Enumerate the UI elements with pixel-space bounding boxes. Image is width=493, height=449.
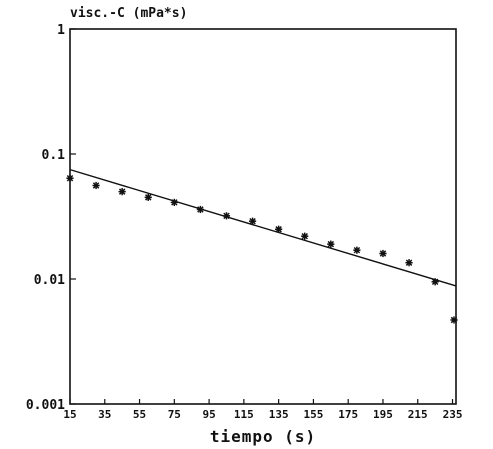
x-tick-label: 195 [373,408,393,421]
x-axis-ticks: 15 35 55 75 95 115 135 155 175 195 215 235 [63,399,462,421]
x-tick-label: 115 [234,408,254,421]
x-tick-label: 75 [168,408,181,421]
data-point [405,259,413,267]
data-point [196,205,205,214]
data-point [66,174,74,182]
fit-line [69,168,457,287]
data-point [450,316,458,324]
y-axis-label: visc.-C (mPa*s) [70,6,187,21]
y-axis-ticks: 0.001 0.01 0.1 1 [26,23,76,413]
x-tick-label: 55 [133,408,146,421]
data-point [301,232,309,240]
data-point [144,193,152,201]
x-axis-label: tiempo (s) [210,427,316,446]
x-tick-label: 175 [338,408,358,421]
fit-line-path [69,168,457,287]
data-point [379,249,387,258]
data-point [248,217,257,225]
plot-frame [69,28,457,405]
data-point [222,212,231,220]
x-tick-label: 15 [63,408,76,421]
data-point [118,188,126,196]
data-point [92,181,100,190]
x-tick-label: 35 [98,408,111,421]
y-tick-label: 0.01 [34,273,65,288]
x-tick-label: 155 [303,408,323,421]
data-point [170,198,178,207]
x-tick-label: 95 [202,408,215,421]
data-point [275,225,283,233]
data-points [66,174,458,324]
y-tick-label: 0.1 [42,148,66,163]
data-point [431,278,439,286]
data-point [353,246,361,254]
x-tick-label: 215 [408,408,428,421]
x-tick-label: 235 [443,408,463,421]
y-tick-label: 0.001 [26,398,65,413]
data-point [327,240,335,248]
y-tick-label: 1 [57,23,65,38]
x-tick-label: 135 [269,408,289,421]
